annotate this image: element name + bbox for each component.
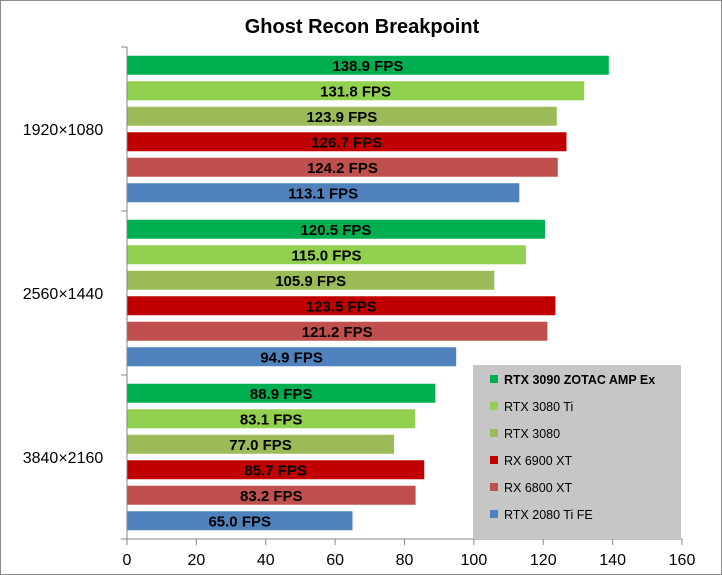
bar-rx-6800-xt-0 — [127, 157, 558, 177]
bar-rtx-2080-ti-fe-2 — [127, 511, 353, 531]
bar-value-label: 65.0 FPS — [208, 513, 271, 530]
legend-swatch — [490, 483, 498, 491]
legend-label: RX 6900 XT — [504, 454, 572, 468]
bar-value-label: 131.8 FPS — [320, 83, 391, 100]
legend-label: RTX 3080 — [504, 427, 560, 441]
bar-rx-6800-xt-2 — [127, 485, 416, 505]
bar-value-label: 123.5 FPS — [306, 298, 377, 315]
axes-layer: 1920×1080 2560×1440 3840×2160 0 20 40 60 80 100 1… — [23, 46, 696, 569]
x-tick-label: 60 — [326, 552, 344, 569]
bar-value-label: 115.0 FPS — [291, 247, 361, 264]
legend-swatch — [490, 375, 498, 383]
x-tick-label: 160 — [669, 552, 696, 569]
bar-rtx-2080-ti-fe-1 — [127, 347, 457, 367]
x-tick-label: 140 — [599, 552, 626, 569]
bar-value-label: 85.7 FPS — [244, 462, 307, 479]
legend-swatch — [490, 456, 498, 464]
legend-label: RTX 3090 ZOTAC AMP Ex — [504, 373, 655, 387]
legend-label: RTX 2080 Ti FE — [504, 508, 593, 522]
x-tick-label: 100 — [461, 552, 488, 569]
category-label: 1920×1080 — [23, 122, 104, 139]
bar-rtx-3080-2 — [127, 434, 395, 454]
legend: RTX 3090 ZOTAC AMP Ex RTX 3080 Ti RTX 3080… — [473, 365, 681, 539]
bar-rtx-3090-zotac-amp-ex-1 — [127, 219, 545, 239]
bar-value-label: 120.5 FPS — [301, 222, 372, 239]
bar-rtx-3080-0 — [127, 106, 557, 126]
legend-box — [473, 365, 681, 539]
bar-value-label: 88.9 FPS — [250, 386, 313, 403]
legend-swatch — [490, 429, 498, 437]
bar-rtx-2080-ti-fe-0 — [127, 183, 520, 203]
bar-rx-6800-xt-1 — [127, 321, 548, 341]
bar-value-label: 126.7 FPS — [311, 134, 382, 151]
bar-rtx-3080-ti-0 — [127, 81, 585, 101]
bar-value-label: 121.2 FPS — [302, 324, 373, 341]
bar-value-label: 77.0 FPS — [229, 437, 292, 454]
bar-value-label: 105.9 FPS — [275, 273, 346, 290]
bar-value-label: 138.9 FPS — [332, 58, 403, 75]
bar-rx-6900-xt-1 — [127, 296, 556, 316]
legend-swatch — [490, 510, 498, 518]
legend-label: RX 6800 XT — [504, 481, 572, 495]
bar-value-label: 83.2 FPS — [240, 488, 303, 505]
bar-value-label: 94.9 FPS — [260, 349, 323, 366]
bar-value-label: 83.1 FPS — [240, 411, 303, 428]
bar-rtx-3080-ti-2 — [127, 409, 416, 429]
x-tick-label: 0 — [123, 552, 132, 569]
x-tick-label: 80 — [396, 552, 414, 569]
chart-title: Ghost Recon Breakpoint — [245, 16, 480, 38]
bar-rtx-3080-1 — [127, 270, 495, 290]
bar-rx-6900-xt-0 — [127, 132, 567, 152]
legend-label: RTX 3080 Ti — [504, 400, 573, 414]
bar-value-label: 113.1 FPS — [288, 185, 358, 202]
category-label: 3840×2160 — [23, 450, 104, 467]
bar-rx-6900-xt-2 — [127, 460, 425, 480]
bar-rtx-3090-zotac-amp-ex-0 — [127, 55, 609, 75]
x-tick-label: 20 — [187, 552, 205, 569]
bar-rtx-3080-ti-1 — [127, 245, 526, 265]
bar-rtx-3090-zotac-amp-ex-2 — [127, 383, 436, 403]
legend-swatch — [490, 402, 498, 410]
category-label: 2560×1440 — [23, 286, 104, 303]
bars-layer: 138.9 FPS 131.8 FPS 123.9 FPS 126.7 FPS 124.… — [127, 55, 609, 531]
x-tick-label: 40 — [257, 552, 275, 569]
x-tick-label: 120 — [530, 552, 557, 569]
bar-value-label: 123.9 FPS — [306, 109, 377, 126]
bar-value-label: 124.2 FPS — [307, 160, 378, 177]
